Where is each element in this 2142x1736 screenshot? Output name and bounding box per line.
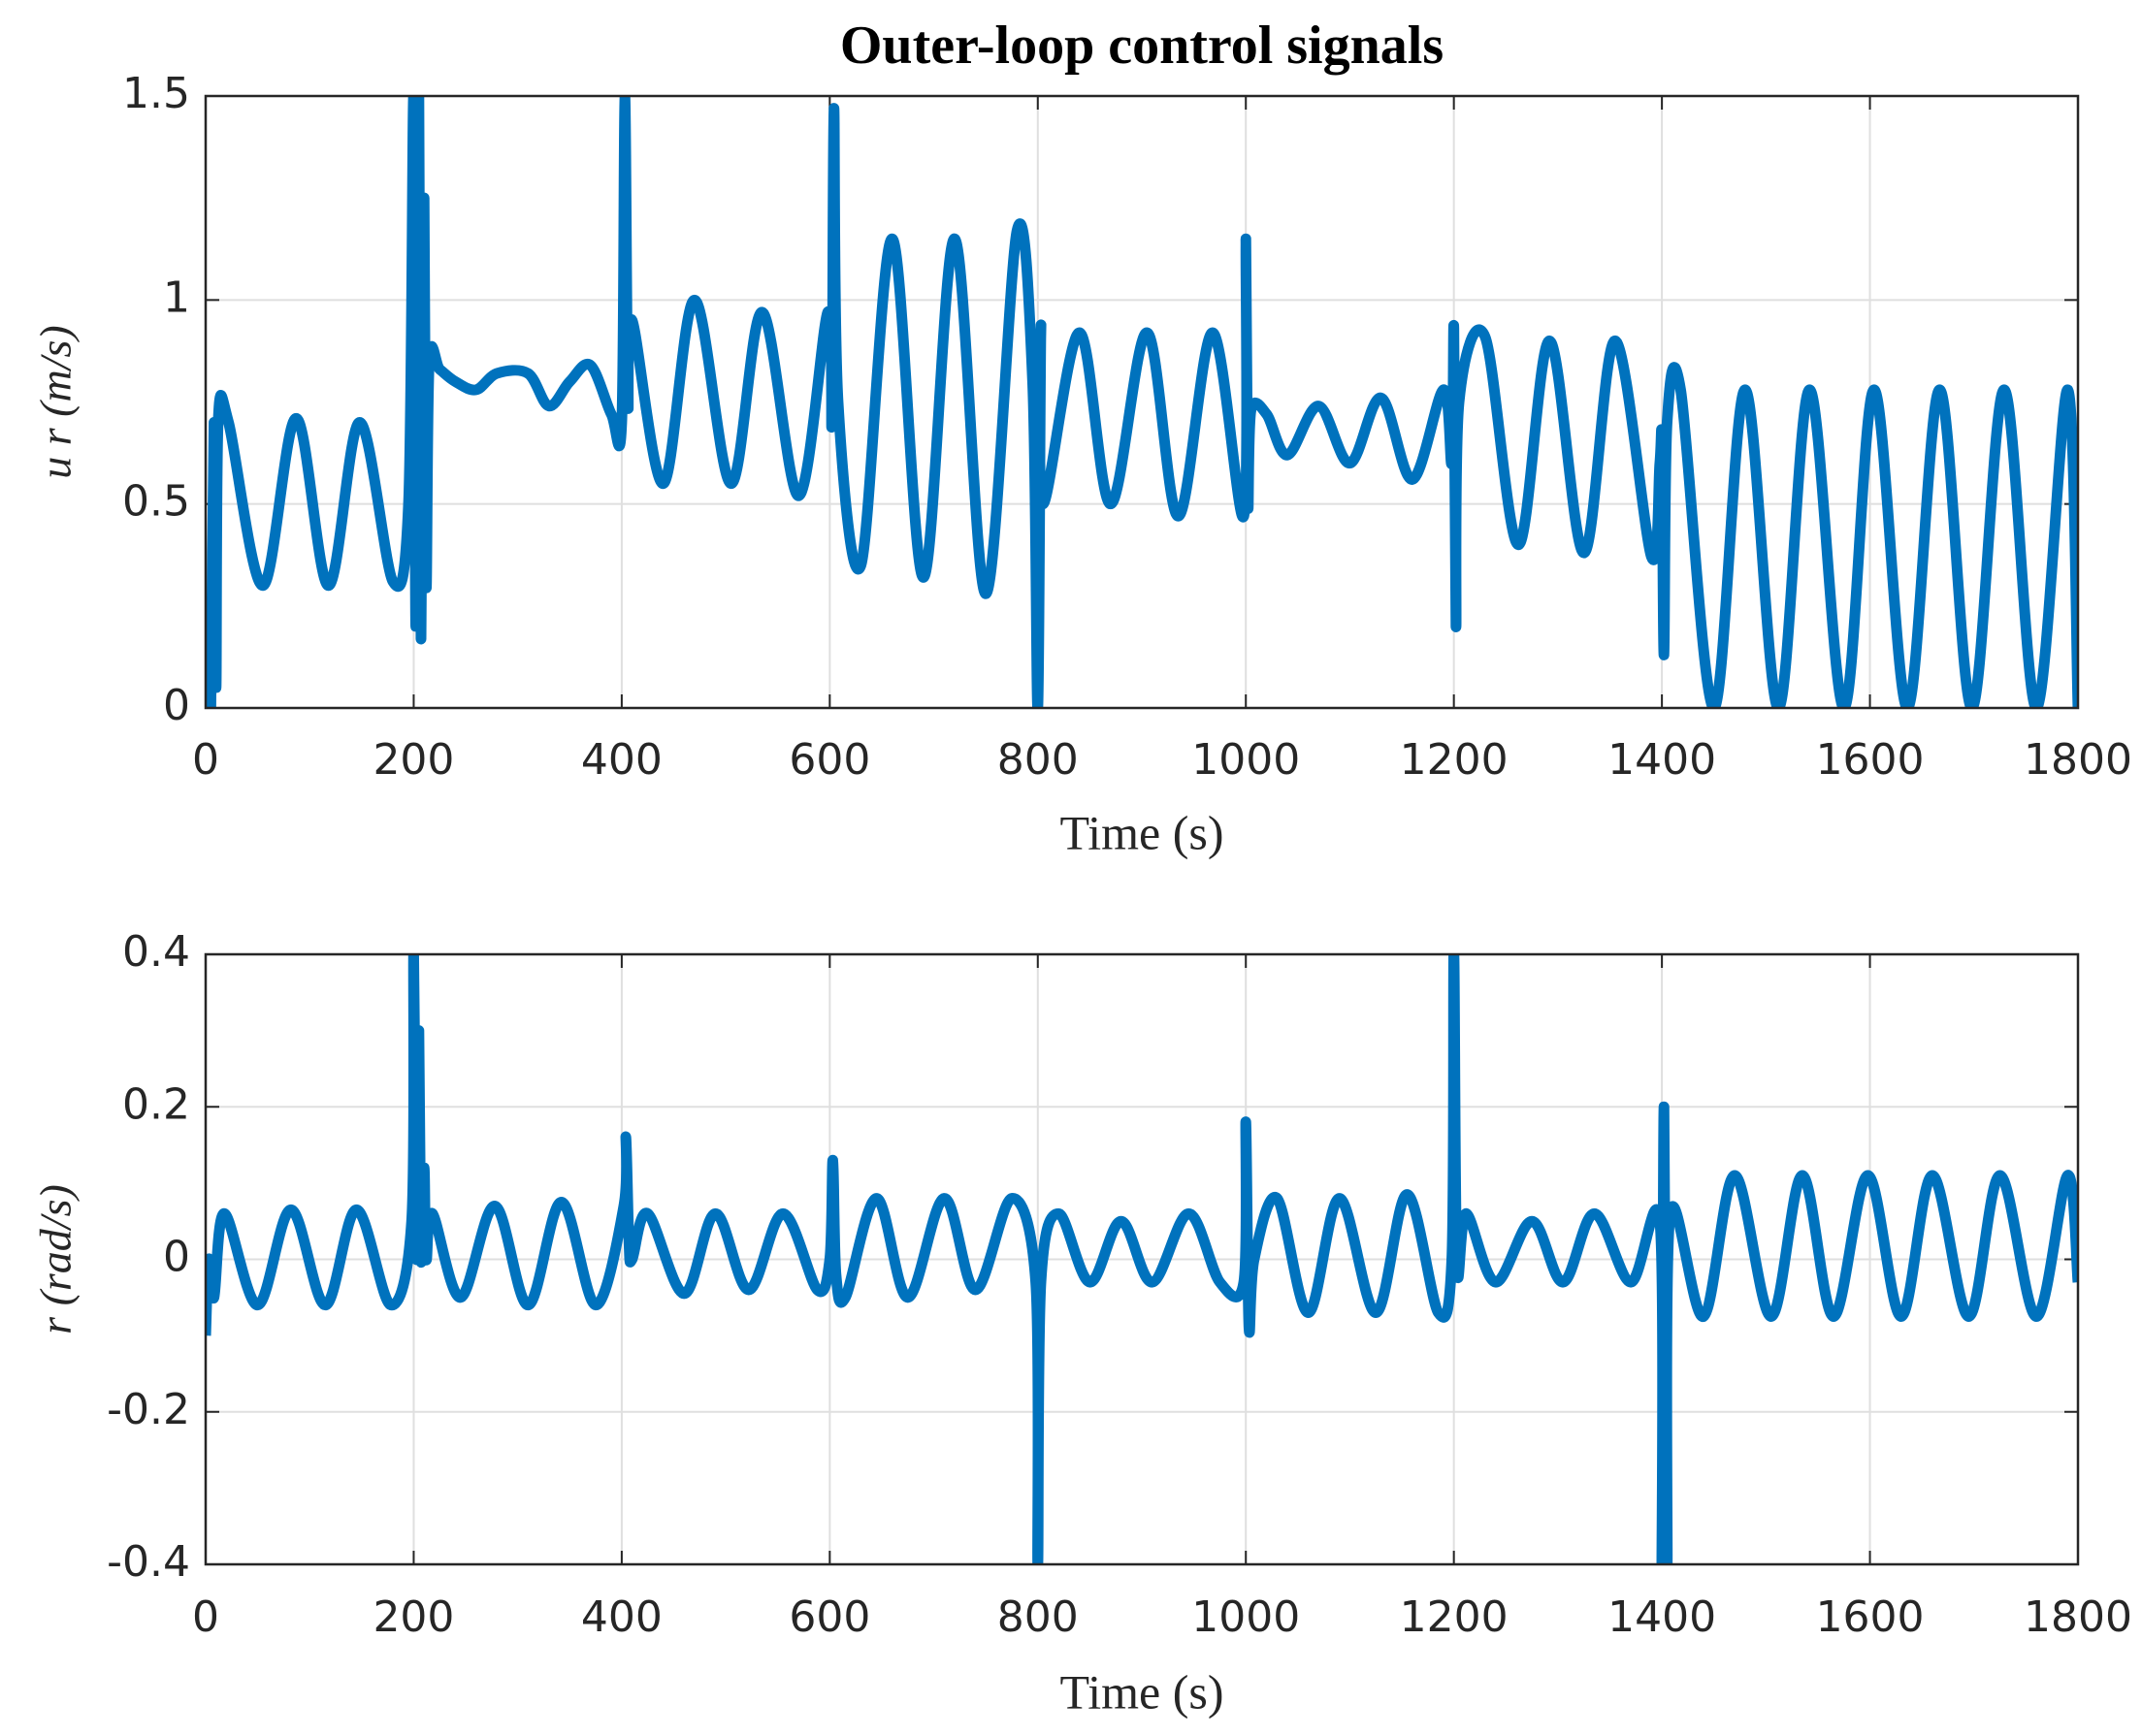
x-tick-label: 800 <box>997 1592 1079 1642</box>
x-tick-label: 600 <box>789 735 870 785</box>
chart-title: Outer-loop control signals <box>840 16 1444 76</box>
x-axis-label: Time (s) <box>1059 805 1223 859</box>
y-tick-label: 1.5 <box>122 69 190 118</box>
y-tick-label: -0.2 <box>107 1385 190 1434</box>
x-tick-label: 1200 <box>1400 1592 1509 1642</box>
x-tick-label: 1600 <box>1816 1592 1925 1642</box>
y-axis-label: r (rad/s) <box>31 1184 81 1334</box>
x-tick-label: 1200 <box>1400 735 1509 785</box>
y-tick-label: 0 <box>163 1233 190 1282</box>
plot-frame <box>204 94 2080 710</box>
x-tick-label: 200 <box>373 735 454 785</box>
x-tick-label: 200 <box>373 1592 454 1642</box>
x-tick-label: 1000 <box>1191 735 1300 785</box>
x-tick-label: 0 <box>192 735 219 785</box>
x-tick-label: 1400 <box>1607 735 1716 785</box>
x-tick-label: 1000 <box>1191 1592 1300 1642</box>
y-tick-label: 0.5 <box>122 477 190 527</box>
x-tick-label: 600 <box>789 1592 870 1642</box>
y-tick-label: -0.4 <box>107 1537 190 1587</box>
y-tick-label: 0 <box>163 681 190 730</box>
y-tick-label: 0.4 <box>122 927 190 977</box>
x-tick-label: 1800 <box>2024 1592 2132 1642</box>
plot-frame <box>204 952 2080 1566</box>
y-axis-label: u r (m/s) <box>31 325 81 478</box>
x-tick-label: 800 <box>997 735 1079 785</box>
y-tick-label: 1 <box>163 273 190 322</box>
x-tick-label: 400 <box>581 1592 663 1642</box>
x-tick-label: 1600 <box>1816 735 1925 785</box>
data-line <box>206 96 2078 708</box>
x-axis-label: Time (s) <box>1059 1664 1223 1719</box>
x-tick-label: 400 <box>581 735 663 785</box>
x-tick-label: 1800 <box>2024 735 2132 785</box>
x-tick-label: 0 <box>192 1592 219 1642</box>
x-tick-label: 1400 <box>1607 1592 1716 1642</box>
data-line <box>206 954 2078 1564</box>
y-tick-label: 0.2 <box>122 1079 190 1129</box>
